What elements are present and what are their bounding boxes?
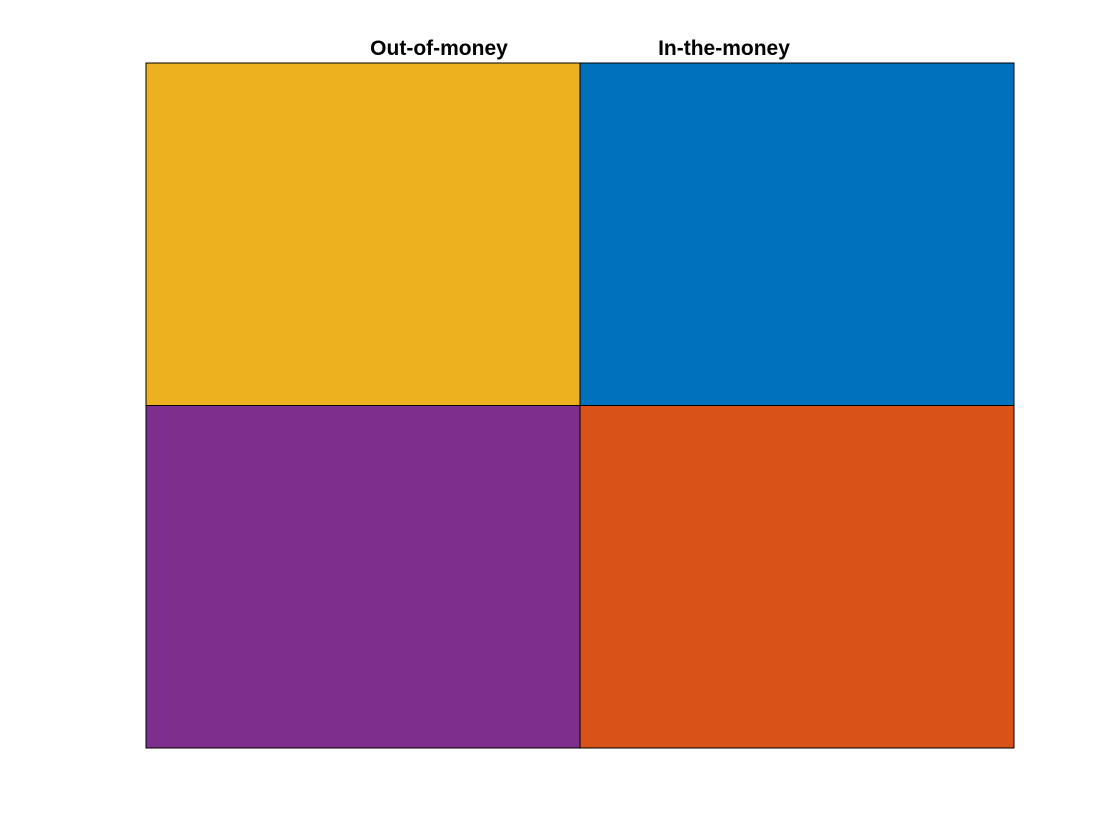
- quadrant-tile-r1-c2: [579, 62, 1015, 406]
- column-label-1: Out-of-money: [370, 37, 508, 60]
- quadrant-tile-r2-c2: [579, 405, 1015, 749]
- column-labels: Out-of-money In-the-money: [370, 37, 790, 60]
- quadrant-tile-r1-c1: [145, 62, 581, 406]
- quadrant-tiles: [145, 62, 1015, 749]
- quadrant-tile-r2-c1: [145, 405, 581, 749]
- column-label-2: In-the-money: [658, 37, 790, 60]
